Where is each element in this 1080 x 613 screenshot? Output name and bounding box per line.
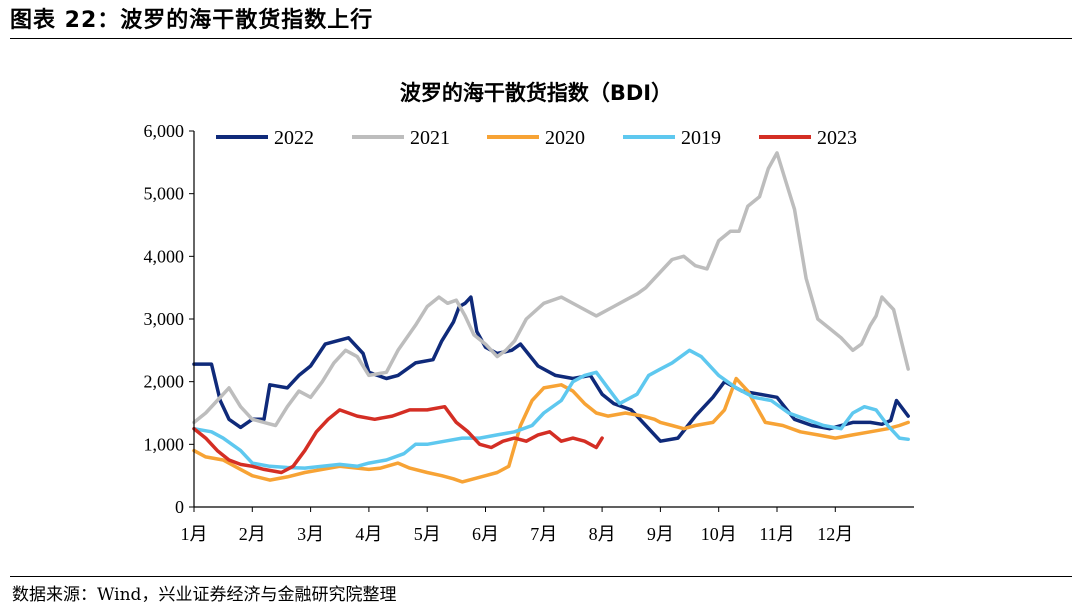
bottom-rule <box>10 576 1072 577</box>
y-tick-label: 3,000 <box>144 309 185 329</box>
legend: 2022 2021 2020 2019 2023 <box>216 127 857 149</box>
chart-title: 波罗的海干散货指数（BDI） <box>400 81 672 105</box>
series-line-2022 <box>192 295 910 443</box>
x-tick-label: 9月 <box>647 524 674 544</box>
series-line-2021 <box>192 151 910 428</box>
x-tick-label: 5月 <box>414 524 441 544</box>
y-tick-label: 0 <box>175 497 184 517</box>
series-line-2023 <box>192 404 604 475</box>
legend-label-2023: 2023 <box>817 127 857 149</box>
x-tick-label: 3月 <box>297 524 324 544</box>
top-rule <box>10 38 1072 39</box>
x-tick-label: 8月 <box>589 524 616 544</box>
y-axis: 0 1,000 2,000 3,000 4,000 5,000 6,000 <box>144 121 195 517</box>
legend-label-2021: 2021 <box>410 127 450 149</box>
legend-label-2019: 2019 <box>681 127 721 149</box>
y-tick-label: 1,000 <box>144 434 185 454</box>
x-tick-label: 6月 <box>472 524 499 544</box>
x-axis: 1月 2月 3月 4月 5月 6月 7月 8月 9月 10月 11月 12月 <box>181 506 914 544</box>
source-note: 数据来源：Wind，兴业证券经济与金融研究院整理 <box>12 585 397 605</box>
y-tick-label: 6,000 <box>144 121 185 141</box>
x-tick-label: 12月 <box>817 524 853 544</box>
series-line-2020 <box>192 376 910 484</box>
x-tick-label: 7月 <box>530 524 557 544</box>
y-tick-label: 5,000 <box>144 184 185 204</box>
figure-caption: 图表 22：波罗的海干散货指数上行 <box>10 8 374 33</box>
x-tick-label: 11月 <box>759 524 794 544</box>
plot-area <box>192 151 910 484</box>
legend-label-2022: 2022 <box>274 127 314 149</box>
x-tick-label: 1月 <box>181 524 208 544</box>
x-tick-label: 4月 <box>355 524 382 544</box>
x-tick-label: 2月 <box>239 524 266 544</box>
x-tick-label: 10月 <box>701 524 737 544</box>
y-tick-label: 2,000 <box>144 372 185 392</box>
series-line-2019 <box>192 348 910 470</box>
legend-label-2020: 2020 <box>545 127 585 149</box>
y-tick-label: 4,000 <box>144 246 185 266</box>
